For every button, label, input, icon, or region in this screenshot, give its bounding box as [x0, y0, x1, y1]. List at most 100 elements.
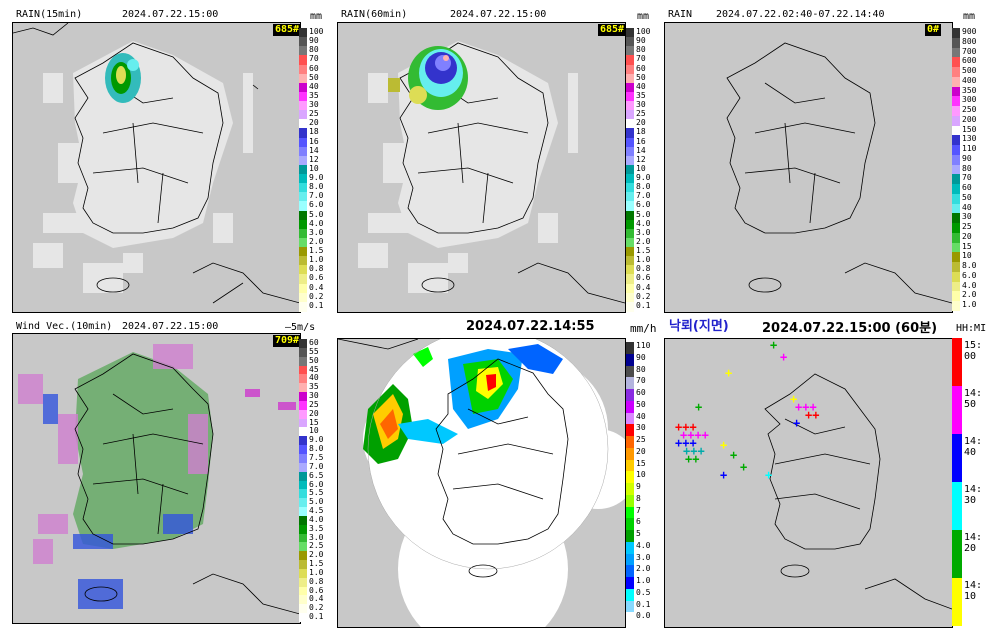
scale-swatch — [299, 462, 307, 472]
scale-swatch — [299, 164, 307, 175]
scale-swatch — [626, 91, 634, 102]
scale-swatch — [626, 192, 634, 203]
svg-text:++: ++ — [805, 408, 819, 422]
scale-label: 400 — [962, 75, 977, 85]
svg-text:+: + — [770, 339, 777, 352]
scale-swatch — [299, 551, 307, 561]
scale-swatch — [299, 515, 307, 525]
scale-swatch — [626, 265, 634, 276]
scale-swatch — [299, 292, 307, 303]
scale-swatch — [626, 483, 634, 495]
scale-swatch — [299, 613, 307, 623]
scale-swatch — [626, 518, 634, 531]
scale-swatch — [952, 57, 960, 68]
scale-swatch — [626, 247, 634, 258]
scale-swatch — [626, 342, 634, 354]
scale-swatch — [952, 434, 962, 482]
scale-swatch — [626, 553, 634, 566]
scale-swatch — [952, 271, 960, 282]
svg-text:+++: +++ — [675, 420, 697, 434]
scale-swatch — [299, 480, 307, 490]
scale-swatch — [952, 145, 960, 156]
scale-swatch — [626, 447, 634, 460]
scale-label: 1.5 — [309, 246, 324, 256]
scale-label: 350 — [962, 85, 977, 95]
scale-swatch — [299, 339, 307, 348]
panel-time: 2024.07.22.02:40-07.22.14:40 — [716, 9, 885, 20]
scale-label: 60 — [636, 63, 646, 73]
scale-label: 500 — [962, 66, 977, 76]
scale-label: 7.0 — [309, 461, 324, 471]
scale-swatch — [626, 164, 634, 175]
scale-swatch — [299, 392, 307, 402]
scale-label: 14 — [309, 145, 319, 155]
scale-label: 30 — [636, 100, 646, 110]
svg-text:+: + — [790, 392, 797, 406]
scale-swatch — [299, 427, 307, 437]
scale-swatch — [299, 577, 307, 587]
scale-label: 5.5 — [309, 488, 324, 498]
scale-swatch — [299, 37, 307, 48]
scale-swatch — [299, 101, 307, 112]
scale-label: 110 — [636, 341, 651, 350]
panel-time: 2024.07.22.14:55 — [466, 319, 595, 334]
scale-label: 50 — [309, 72, 319, 82]
scale-swatch — [299, 55, 307, 66]
scale-swatch — [299, 560, 307, 570]
wind-unit-label: 5m/s — [291, 322, 316, 333]
scale-swatch — [952, 76, 960, 87]
scale-label: 4.5 — [309, 506, 324, 516]
scale-label: 35 — [309, 90, 319, 100]
scale-label: 35 — [636, 90, 646, 100]
scale-label: 0.2 — [309, 291, 324, 301]
korea-map-overlay — [358, 41, 625, 304]
wind-arrow-icon: ― — [285, 322, 292, 333]
scale-label: 12 — [309, 154, 319, 164]
scale-swatch — [626, 46, 634, 57]
rain-scale-60: 100 90 80 70 60 50 40 35 30 25 20 18 16 14 12 10 9.0 8.0 7… — [626, 28, 656, 312]
scale-swatch — [299, 471, 307, 481]
scale-label: 0.1 — [309, 300, 324, 310]
scale-swatch — [299, 542, 307, 552]
scale-label: 60 — [962, 183, 972, 193]
scale-swatch — [299, 489, 307, 499]
scale-label: 25 — [962, 222, 972, 232]
scale-label: 7 — [636, 505, 641, 515]
scale-label: 16 — [636, 136, 646, 146]
count-badge: 709# — [273, 335, 302, 347]
scale-label: 0.8 — [636, 264, 651, 274]
scale-label: 80 — [309, 45, 319, 55]
scale-swatch — [952, 242, 960, 253]
scale-label: 60 — [309, 338, 319, 347]
scale-swatch — [626, 541, 634, 554]
scale-label: 8.0 — [962, 261, 977, 271]
scale-label: 50 — [309, 355, 319, 365]
scale-swatch — [626, 292, 634, 303]
wind-unit: ―5m/s — [285, 322, 315, 334]
scale-swatch — [952, 301, 960, 312]
scale-label: 1.0 — [309, 255, 324, 265]
svg-text:+: + — [765, 468, 772, 482]
scale-label: 0.1 — [636, 300, 651, 310]
panel-title: RAIN(15min) — [16, 9, 83, 20]
panel-time: 2024.07.22.15:00 (60분) — [762, 321, 938, 336]
scale-swatch — [626, 459, 634, 472]
scale-swatch — [626, 210, 634, 221]
scale-swatch — [299, 418, 307, 428]
scale-label: 45 — [309, 364, 319, 374]
scale-label: 50 — [636, 399, 646, 409]
radar-scale: 110 90 80 70 60 50 40 30 25 20 15 10 9 8 7 6 5 4.0 3.0 2.0 1… — [626, 341, 660, 625]
scale-swatch — [299, 174, 307, 185]
scale-unit: mm — [310, 11, 323, 22]
panel-title: RAIN(60min) — [341, 9, 408, 20]
scale-swatch — [299, 28, 307, 38]
scale-label: 70 — [309, 54, 319, 64]
scale-label: 25 — [309, 399, 319, 409]
scale-label: 6.0 — [962, 270, 977, 280]
svg-text:++++: ++++ — [680, 428, 709, 442]
scale-swatch — [952, 96, 960, 107]
scale-label: 0.0 — [636, 611, 651, 621]
scale-unit: mm — [963, 11, 976, 22]
scale-swatch — [299, 210, 307, 221]
scale-swatch — [299, 374, 307, 384]
